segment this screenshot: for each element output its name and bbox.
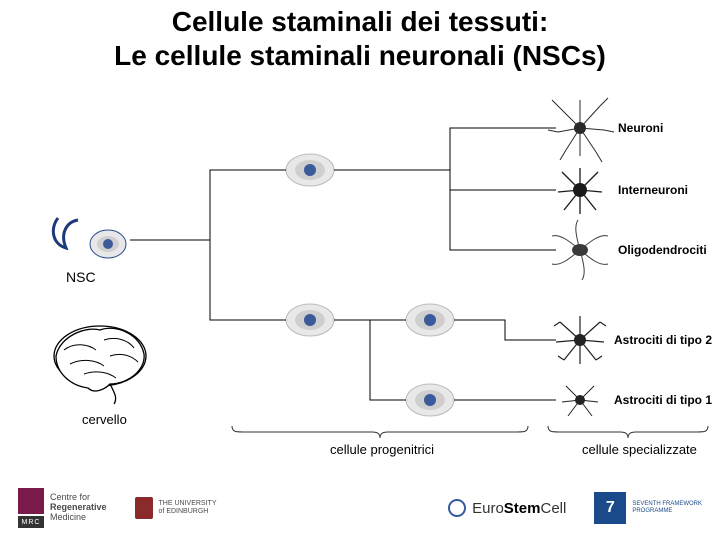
cell-astrociti1 [562, 386, 598, 416]
cell-interneuroni [558, 168, 602, 214]
progenitor-2 [286, 304, 334, 336]
nsc-cell [53, 218, 126, 258]
stem-text: Stem [504, 500, 541, 517]
crm-text3: Medicine [50, 513, 107, 523]
euro-text: Euro [472, 500, 504, 517]
label-progenitors: cellule progenitrici [330, 442, 434, 457]
cell-astrociti2 [554, 316, 606, 364]
label-oligodendrociti: Oligodendrociti [618, 243, 707, 257]
logo-edinburgh: THE UNIVERSITY of EDINBURGH [135, 497, 217, 519]
edinburgh-crest-icon [135, 497, 153, 519]
fp7-badge: 7 [594, 492, 626, 524]
footer-logos: MRC Centre for Regenerative Medicine THE… [18, 484, 702, 532]
mrc-badge: MRC [18, 516, 44, 528]
crm-block-icon [18, 488, 44, 514]
brace-progenitors [232, 426, 528, 438]
connectors [130, 128, 556, 400]
euro-ring-icon [448, 499, 466, 517]
brain-label: cervello [82, 412, 127, 427]
cell-text: Cell [540, 500, 566, 517]
label-interneuroni: Interneuroni [618, 183, 688, 197]
progenitor-1 [286, 154, 334, 186]
label-neuroni: Neuroni [618, 121, 663, 135]
logo-crm: MRC Centre for Regenerative Medicine [18, 488, 107, 528]
label-astrociti1: Astrociti di tipo 1 [614, 393, 712, 407]
brain-glyph [54, 326, 146, 404]
label-astrociti2: Astrociti di tipo 2 [614, 333, 712, 347]
edinburgh-text: THE UNIVERSITY of EDINBURGH [159, 500, 217, 515]
progenitor-3 [406, 304, 454, 336]
logo-fp7: 7 SEVENTH FRAMEWORK PROGRAMME [594, 492, 702, 524]
nsc-diagram: NSC cervello Neuroni [0, 0, 720, 540]
brace-specialized [548, 426, 708, 438]
label-specialized: cellule specializzate [582, 442, 697, 457]
fp7-text: SEVENTH FRAMEWORK PROGRAMME [632, 501, 702, 514]
nsc-label: NSC [66, 269, 96, 285]
cell-neuroni [548, 98, 614, 162]
cell-oligodendrociti [552, 220, 608, 280]
progenitor-4 [406, 384, 454, 416]
logo-eurostemcell: EuroStemCell [448, 499, 566, 517]
